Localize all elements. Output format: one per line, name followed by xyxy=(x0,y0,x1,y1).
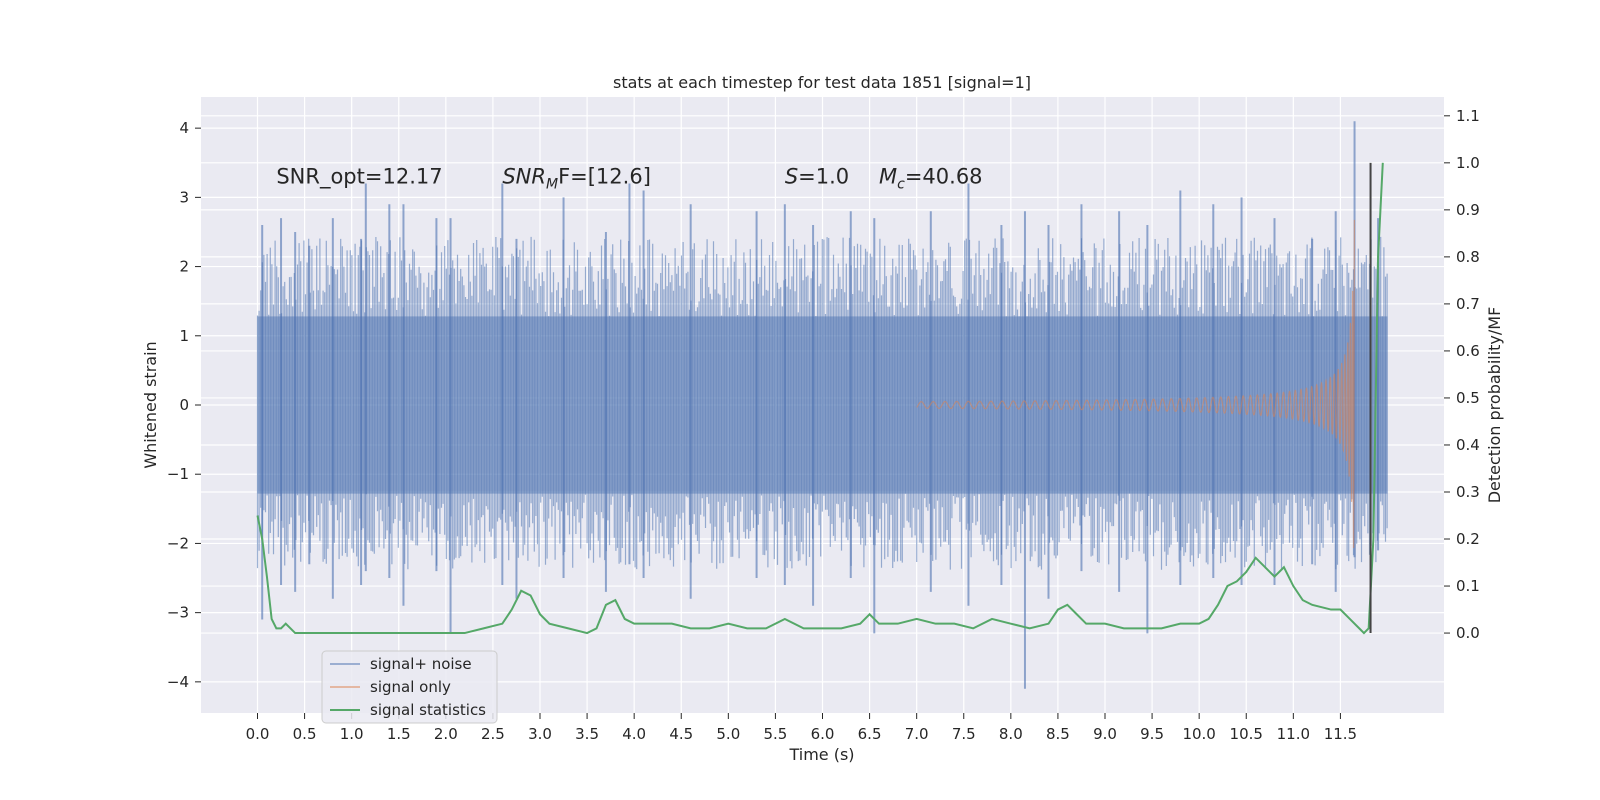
x-tick-label: 10.5 xyxy=(1230,725,1263,743)
annotation-s-italic: S xyxy=(785,165,798,189)
x-axis-label: Time (s) xyxy=(788,745,854,764)
y2-tick-label: 0.6 xyxy=(1456,342,1480,360)
x-axis-ticks: 0.0 0.5 1.0 1.5 2.0 2.5 3.0 3.5 4.0 4.5 5.0 5.5 6.0 6… xyxy=(246,713,1357,743)
annotation-mc-italic: M xyxy=(879,165,897,189)
annotation-s-rest: =1.0 xyxy=(798,165,849,189)
y-tick-label: 4 xyxy=(179,119,189,137)
annotation-snr-opt: SNR_opt=12.17 xyxy=(276,165,442,190)
signal-statistics-line xyxy=(256,162,1384,635)
x-tick-label: 10.0 xyxy=(1182,725,1215,743)
x-tick-label: 11.5 xyxy=(1324,725,1357,743)
annotation-mc: Mc=40.68 xyxy=(879,165,983,193)
x-tick-label: 5.5 xyxy=(763,725,787,743)
annotation-snr-mf-rest: F=[12.6] xyxy=(558,165,651,189)
annotation-snr-mf: SNRMF=[12.6] xyxy=(502,165,651,193)
y2-tick-label: 0.3 xyxy=(1456,483,1480,501)
annotations: SNR_opt=12.17 SNRMF=[12.6] S=1.0 Mc=40.68 xyxy=(276,165,982,193)
y2-tick-label: 0.8 xyxy=(1456,248,1480,266)
x-tick-label: 9.5 xyxy=(1140,725,1164,743)
annotation-mc-sub: c xyxy=(897,177,905,193)
y2-tick-label: 0.2 xyxy=(1456,530,1480,548)
x-tick-label: 0.5 xyxy=(293,725,317,743)
x-tick-label: 7.0 xyxy=(905,725,929,743)
y2-tick-label: 0.4 xyxy=(1456,436,1480,454)
y2-tick-label: 1.0 xyxy=(1456,154,1480,172)
legend: signal+ noise signal only signal statist… xyxy=(321,650,498,724)
x-tick-label: 2.0 xyxy=(434,725,458,743)
y-tick-label: 1 xyxy=(179,327,189,345)
y-tick-label: 3 xyxy=(179,188,189,206)
x-tick-label: 9.0 xyxy=(1093,725,1117,743)
y-axis-label: Whitened strain xyxy=(141,341,160,468)
noise-fluctuations xyxy=(256,236,1388,570)
y-tick-label: −1 xyxy=(167,465,189,483)
y-tick-label: −3 xyxy=(167,604,189,622)
x-tick-label: 6.0 xyxy=(811,725,835,743)
y2-tick-label: 0.1 xyxy=(1456,577,1480,595)
signal-only-series xyxy=(916,219,1355,549)
y-axis-ticks: 4 3 2 1 0 −1 −2 −3 −4 xyxy=(167,119,201,691)
x-tick-label: 3.5 xyxy=(575,725,599,743)
y-tick-label: −4 xyxy=(167,673,189,691)
y2-tick-label: 0.9 xyxy=(1456,201,1480,219)
y2-tick-label: 1.1 xyxy=(1456,107,1480,125)
x-tick-label: 0.0 xyxy=(246,725,270,743)
annotation-s: S=1.0 xyxy=(785,165,849,189)
y2-tick-label: 0.7 xyxy=(1456,295,1480,313)
x-tick-label: 1.0 xyxy=(340,725,364,743)
legend-box xyxy=(321,650,498,724)
annotation-mc-rest: =40.68 xyxy=(905,165,983,189)
x-tick-label: 11.0 xyxy=(1277,725,1310,743)
y2-axis-label: Detection probability/MF xyxy=(1485,307,1504,504)
legend-label-signal-statistics: signal statistics xyxy=(370,701,486,719)
x-tick-label: 4.5 xyxy=(669,725,693,743)
y2-tick-label: 0.5 xyxy=(1456,389,1480,407)
y2-axis-ticks: 1.1 1.0 0.9 0.8 0.7 0.6 0.5 0.4 0.3 0.2 0.1 0.0 xyxy=(1444,107,1480,642)
signal-statistics-series xyxy=(256,162,1384,635)
x-tick-label: 2.5 xyxy=(481,725,505,743)
x-tick-label: 5.0 xyxy=(716,725,740,743)
annotation-snr-mf-main: SNR xyxy=(502,165,546,189)
legend-label-signal-noise: signal+ noise xyxy=(370,655,472,673)
y-tick-label: 0 xyxy=(179,396,189,414)
x-tick-label: 3.0 xyxy=(528,725,552,743)
x-tick-label: 7.5 xyxy=(952,725,976,743)
x-tick-label: 1.5 xyxy=(387,725,411,743)
chart-title: stats at each timestep for test data 185… xyxy=(613,73,1031,92)
annotation-snr-mf-sub: M xyxy=(546,177,558,193)
x-tick-label: 8.5 xyxy=(1046,725,1070,743)
legend-label-signal-only: signal only xyxy=(370,678,451,696)
chirp-line xyxy=(916,219,1355,549)
x-tick-label: 4.0 xyxy=(622,725,646,743)
x-tick-label: 6.5 xyxy=(858,725,882,743)
y2-tick-label: 0.0 xyxy=(1456,624,1480,642)
y-tick-label: 2 xyxy=(179,258,189,276)
x-tick-label: 8.0 xyxy=(999,725,1023,743)
y-tick-label: −2 xyxy=(167,534,189,552)
